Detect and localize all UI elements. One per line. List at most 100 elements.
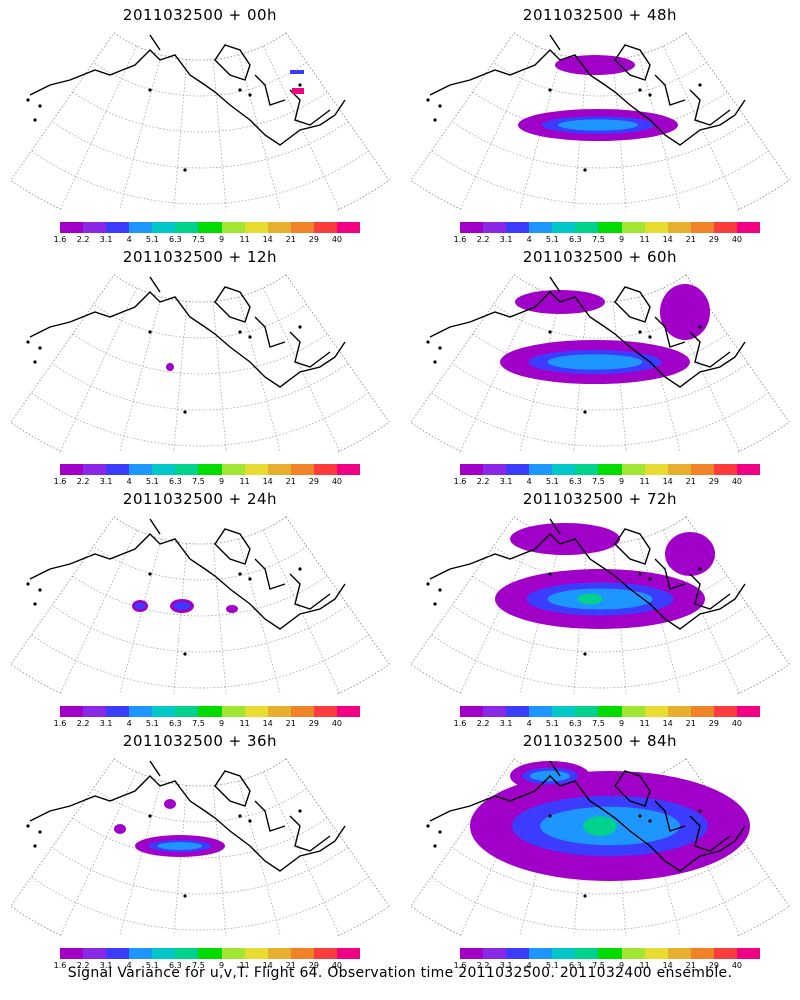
island [33,602,37,606]
panel-title: 2011032500 + 36h [122,732,278,750]
colorbar-swatch [736,464,761,475]
colorbar-tick-label: 21 [285,961,296,970]
colorbar [460,464,761,475]
island [38,588,42,592]
latitude-gridline [31,392,369,447]
colorbar-tick-label: 7.5 [592,477,605,486]
colorbar-tick-label: 40 [731,235,743,244]
meridian-gridline [60,529,137,694]
colorbar-tick-label: 6.3 [169,719,182,728]
colorbar-tick-label: 40 [731,477,743,486]
colorbar-swatch [483,222,507,233]
variance-contour [157,842,203,850]
colorbar-swatch [198,706,222,717]
colorbar-tick-label: 1.6 [53,719,67,728]
map-border [10,274,390,452]
colorbar-tick-label: 3.1 [499,477,513,486]
colorbar-swatch [129,948,153,959]
meridian-gridline [173,543,188,694]
island [438,588,442,592]
colorbar-swatch [267,706,291,717]
colorbar-tick-label: 11 [639,719,650,728]
colorbar-swatch [598,222,622,233]
panel-48h: 2011032500 + 48h 1.6 2.2 3.1 4 5.1 6.3 7.5 9 11 1… [400,0,800,248]
latitude-gridline [51,121,349,169]
colorbar-tick-label: 14 [262,961,273,970]
colorbar-tick-label: 4 [526,719,532,728]
colorbar-tick-label: 7.5 [192,719,205,728]
island [648,93,652,97]
colorbar-swatch [667,948,691,959]
colorbar-swatch [506,706,530,717]
colorbar-swatch [221,948,245,959]
panel-12h: 2011032500 + 12h 1.6 2.2 3.1 4 5.1 6.3 7.5 9 11 1… [0,242,400,490]
island [426,824,430,828]
colorbar-swatch [552,948,576,959]
panel-24h: 2011032500 + 24h 1.6 2.2 3.1 4 5.1 6.3 7.5 9 11 1… [0,484,400,732]
island [698,567,702,571]
colorbar-swatch [152,222,176,233]
colorbar-tick-label: 6.3 [169,961,182,970]
colorbar-swatch [198,948,222,959]
coastline [429,34,746,146]
colorbar-tick-label: 1.6 [53,961,67,970]
meridian-gridline [212,543,227,694]
coastline [29,760,346,872]
island [298,325,302,329]
latitude-gridline [431,150,769,205]
island [238,88,242,92]
colorbar-tick-label: 7.5 [592,961,605,970]
map [10,516,390,694]
map [10,274,390,452]
colorbar [460,948,761,959]
colorbar-swatch [175,948,199,959]
colorbar-swatch [313,706,337,717]
meridian-gridline [212,301,227,452]
colorbar-swatch [690,464,714,475]
island [426,340,430,344]
colorbar-tick-label: 14 [662,961,673,970]
meridian-gridline [60,771,137,936]
coastline [429,276,746,388]
colorbar-swatch [552,222,576,233]
colorbar-swatch [713,706,737,717]
colorbar-swatch [336,948,361,959]
island [433,360,437,364]
colorbar-tick-label: 7.5 [592,235,605,244]
colorbar-swatch [83,706,107,717]
colorbar-tick-label: 21 [685,961,696,970]
island [38,104,42,108]
colorbar-tick-label: 21 [685,477,696,486]
colorbar-tick-label: 11 [639,961,650,970]
colorbar-tick-label: 9 [218,719,225,728]
colorbar-labels: 1.6 2.2 3.1 4 5.1 6.3 7.5 9 11 14 21 29 40 [440,719,780,731]
colorbar-swatch [267,464,291,475]
colorbar-tick-label: 6.3 [569,235,582,244]
variance-contour [547,354,643,370]
colorbar-swatch [267,222,291,233]
colorbar-tick-label: 14 [262,477,273,486]
colorbar-tick-label: 21 [685,719,696,728]
meridian-gridline [263,771,340,936]
latitude-gridline [31,634,369,689]
colorbar-tick-label: 14 [262,719,273,728]
colorbar-swatch [244,222,268,233]
colorbar-swatch [506,222,530,233]
colorbar-swatch [690,948,714,959]
colorbar-swatch [175,706,199,717]
variance-contour [164,799,176,809]
colorbar-swatch [83,464,107,475]
variance-contour [290,70,304,74]
island [26,582,30,586]
island [638,330,642,334]
latitude-gridline [51,847,349,895]
island [438,830,442,834]
colorbar-swatch [621,706,645,717]
map [410,274,790,452]
colorbar-swatch [83,222,107,233]
variance-contour [558,119,638,131]
colorbar-swatch [221,222,245,233]
island [33,360,37,364]
colorbar-tick-label: 5.1 [545,477,559,486]
island [583,894,587,898]
